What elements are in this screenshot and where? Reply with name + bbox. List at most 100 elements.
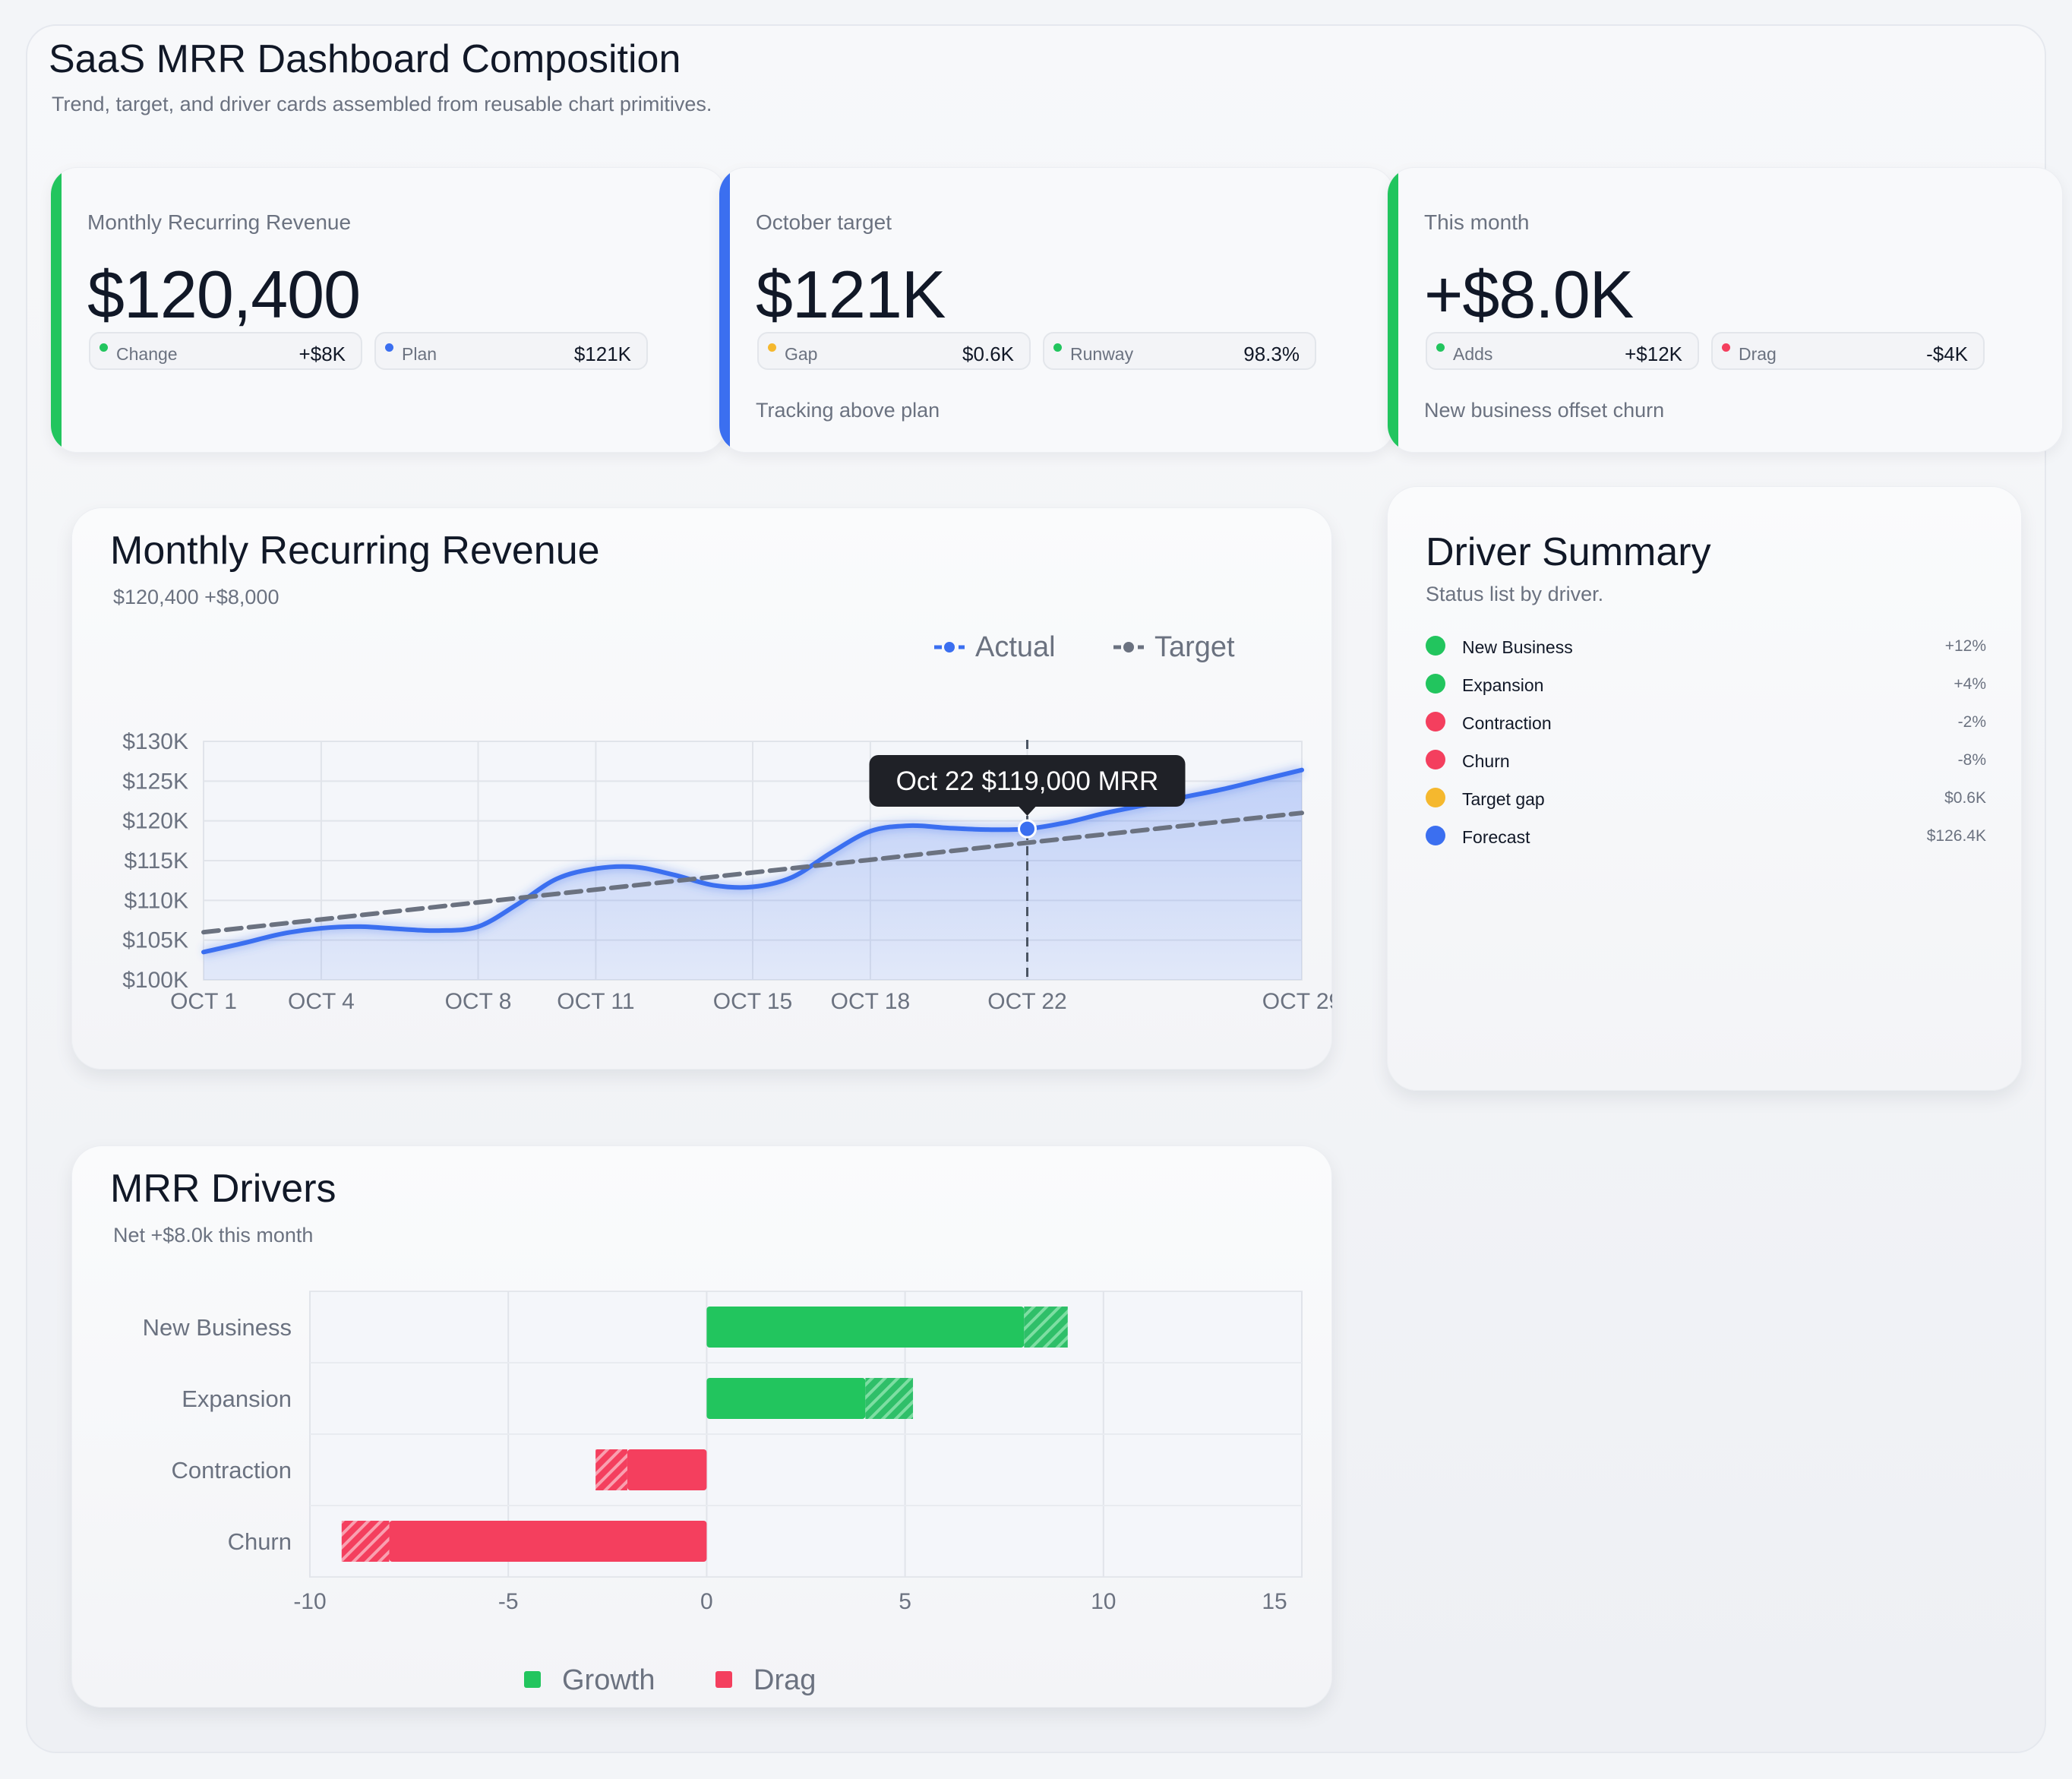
actual-series-line: [201, 767, 1304, 955]
driver-name: Target gap: [1462, 789, 1545, 809]
x-tick-label: OCT 29: [1262, 989, 1332, 1014]
legend-item: Target: [1113, 631, 1235, 663]
kpi-label: This month: [1424, 210, 1530, 234]
category-label: New Business: [143, 1314, 292, 1341]
driver-status-row: Target gap $0.6K: [1426, 785, 1986, 812]
kpi-pill-runway: Runway 98.3%: [1043, 332, 1316, 370]
y-tick-label: $110K: [124, 888, 188, 913]
pill-value: $0.6K: [962, 343, 1014, 365]
y-tick-label: $130K: [122, 729, 188, 754]
pill-label: Drag: [1739, 344, 1777, 364]
pill-label: Adds: [1453, 344, 1493, 364]
highlight-point: [1018, 819, 1037, 839]
drag-bar-extension: [595, 1449, 627, 1490]
x-tick-label: 15: [1262, 1589, 1287, 1614]
status-dot: [1426, 788, 1445, 807]
status-dot: [1053, 343, 1062, 352]
status-dot: [768, 343, 776, 352]
pill-value: $121K: [573, 343, 631, 365]
drag-bar: [627, 1449, 707, 1490]
pill-label: Runway: [1070, 344, 1134, 364]
driver-value: -8%: [1957, 751, 1986, 769]
y-tick-label: $105K: [122, 928, 188, 953]
driver-status-row: New Business +12%: [1426, 633, 1986, 660]
kpi-note: New business offset churn: [1424, 399, 1665, 422]
kpi-card-mrr: Monthly Recurring Revenue $120,400 Chang…: [50, 167, 726, 453]
kpi-accent: [51, 168, 62, 452]
kpi-pill-plan: Plan $121K: [374, 332, 648, 370]
driver-value: +12%: [1944, 637, 1986, 655]
mrr-trend-chart: $100K $105K $110K $115K $120K $125K $130K OCT 1…: [122, 631, 1332, 1014]
kpi-note: Tracking above plan: [756, 399, 940, 422]
x-tick-label: 0: [700, 1589, 713, 1614]
kpi-value: $121K: [756, 257, 946, 332]
y-tick-label: $120K: [122, 809, 188, 834]
driver-status-row: Contraction -2%: [1426, 709, 1986, 736]
x-tick-label: -10: [293, 1589, 326, 1614]
x-tick-label: OCT 11: [557, 989, 634, 1014]
driver-value: -2%: [1957, 713, 1986, 731]
tooltip-pointer: [1019, 807, 1036, 816]
kpi-pill-gap: Gap $0.6K: [757, 332, 1031, 370]
legend-item: Actual: [934, 631, 1056, 663]
status-dot: [1426, 636, 1445, 656]
legend-item: Growth: [524, 1664, 655, 1696]
card-title: Driver Summary: [1426, 530, 1711, 574]
growth-bar-extension: [865, 1378, 914, 1419]
kpi-accent: [719, 168, 730, 452]
driver-name: Forecast: [1462, 827, 1530, 847]
driver-value: $126.4K: [1926, 827, 1986, 845]
driver-name: Expansion: [1462, 675, 1544, 695]
pill-value: -$4K: [1926, 343, 1968, 365]
page-subtitle: Trend, target, and driver cards assemble…: [52, 93, 712, 115]
x-tick-label: OCT 4: [288, 989, 355, 1014]
pill-label: Gap: [785, 344, 818, 364]
y-tick-label: $115K: [124, 848, 188, 874]
category-label: Churn: [228, 1528, 292, 1555]
kpi-label: October target: [756, 210, 892, 234]
status-dot: [1426, 826, 1445, 845]
tooltip: Oct 22 $119,000 MRR: [869, 755, 1186, 816]
tooltip-text: Oct 22 $119,000 MRR: [896, 766, 1159, 796]
status-dot: [1426, 750, 1445, 769]
x-tick-label: OCT 22: [987, 989, 1067, 1014]
growth-bar: [706, 1307, 1025, 1348]
x-tick-label: OCT 1: [170, 989, 237, 1014]
legend-label: Growth: [562, 1664, 655, 1696]
legend-swatch-dot: [944, 642, 955, 653]
x-tick-label: OCT 8: [445, 989, 512, 1014]
y-tick-label: $100K: [122, 968, 188, 993]
card-subtitle: $120,400 +$8,000: [113, 586, 280, 608]
driver-value: $0.6K: [1944, 789, 1986, 807]
driver-name: Churn: [1462, 751, 1510, 771]
drag-bar-extension: [341, 1521, 390, 1562]
legend-swatch: [715, 1671, 732, 1688]
category-label: Expansion: [182, 1386, 292, 1412]
y-tick-label: $125K: [122, 769, 188, 794]
category-label: Contraction: [171, 1457, 292, 1484]
target-series-line: [201, 811, 1304, 935]
drag-bar: [389, 1521, 707, 1562]
status-dot: [385, 343, 393, 352]
legend-swatch: [524, 1671, 541, 1688]
card-subtitle: Status list by driver.: [1426, 583, 1604, 605]
kpi-label: Monthly Recurring Revenue: [87, 210, 352, 234]
legend-item: Drag: [715, 1664, 816, 1696]
status-dot: [99, 343, 108, 352]
card-title: Monthly Recurring Revenue: [110, 529, 600, 573]
status-dot: [1426, 712, 1445, 732]
pill-value: 98.3%: [1243, 343, 1300, 365]
growth-bar: [706, 1378, 866, 1419]
status-dot: [1436, 343, 1445, 352]
driver-name: Contraction: [1462, 713, 1552, 733]
kpi-pill-drag: Drag -$4K: [1711, 332, 1985, 370]
kpi-accent: [1388, 168, 1398, 452]
card-subtitle: Net +$8.0k this month: [113, 1224, 314, 1247]
kpi-value: +$8.0K: [1424, 257, 1634, 332]
pill-label: Plan: [402, 344, 437, 364]
legend-label: Target: [1154, 631, 1235, 663]
x-tick-label: 5: [899, 1589, 911, 1614]
legend-label: Actual: [975, 631, 1056, 663]
x-tick-label: 10: [1091, 1589, 1116, 1614]
kpi-value: $120,400: [87, 257, 361, 332]
